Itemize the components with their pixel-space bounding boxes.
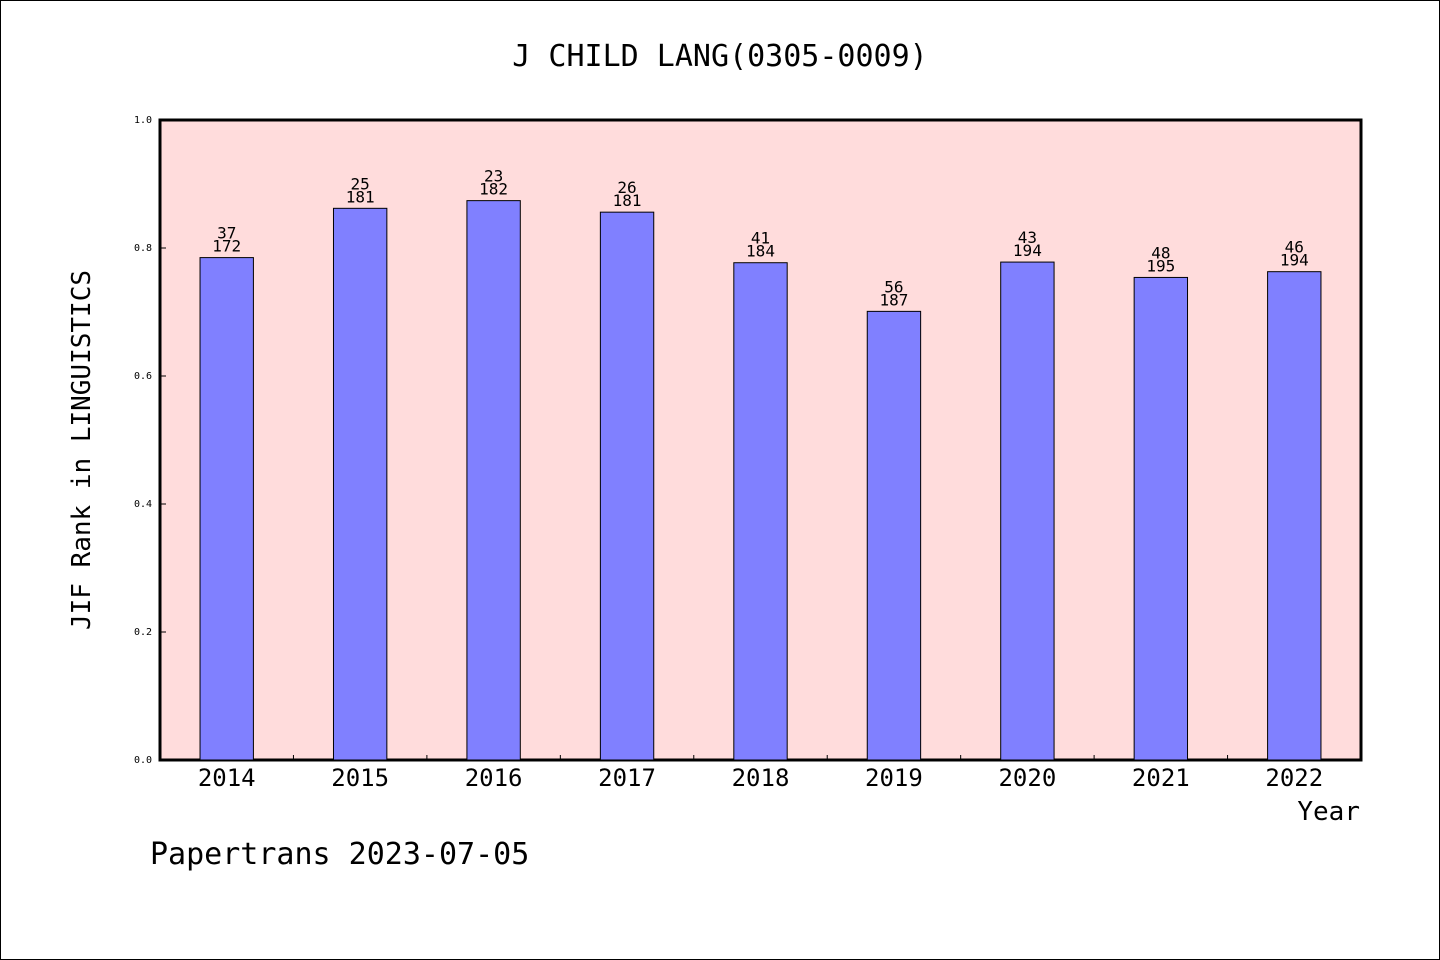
bar-total-label: 187 [879, 290, 908, 309]
bar-rank-label: 41 [751, 229, 770, 248]
x-axis-label: Year [1297, 797, 1360, 827]
bar-2020 [1000, 261, 1055, 761]
bar-rank-label: 43 [1018, 228, 1037, 247]
y-axis-ticks: 0.0 0.2 0.4 0.6 0.8 1.0 [134, 115, 166, 766]
bar-total-label: 181 [346, 187, 375, 206]
watermark-text: Papertrans 2023-07-05 [150, 837, 529, 872]
x-tick-label: 2018 [732, 764, 790, 792]
x-tick-label: 2020 [998, 764, 1056, 792]
bar-2015 [332, 207, 388, 761]
x-tick-label: 2021 [1132, 764, 1190, 792]
y-tick-label: 0.2 [134, 627, 152, 638]
y-tick-label: 0.4 [134, 499, 152, 510]
bar-rank-label: 46 [1285, 238, 1304, 257]
bar-rank-label: 37 [217, 224, 236, 243]
x-tick-label: 2017 [598, 764, 656, 792]
bar-total-label: 195 [1146, 256, 1175, 275]
x-axis-ticks: 2014 2015 2016 2017 2018 2019 2020 2021 2022 [198, 755, 1323, 792]
x-tick-label: 2019 [865, 764, 923, 792]
y-tick-label: 0.8 [134, 243, 152, 254]
bar-rank-label: 56 [884, 277, 903, 296]
bar-total-label: 181 [613, 191, 642, 210]
bar-2022 [1267, 271, 1322, 761]
bar-2014 [199, 257, 254, 761]
x-tick-label: 2015 [331, 764, 389, 792]
x-tick-label: 2014 [198, 764, 256, 792]
bar-total-label: 194 [1013, 241, 1042, 260]
bar-rank-label: 23 [484, 167, 503, 186]
bar-rank-label: 48 [1151, 243, 1170, 262]
x-tick-label: 2022 [1265, 764, 1323, 792]
bar-total-label: 182 [479, 180, 508, 199]
bar-total-label: 184 [746, 242, 775, 261]
bar-2021 [1133, 276, 1189, 761]
x-tick-label: 2016 [465, 764, 523, 792]
y-tick-label: 0.0 [134, 755, 152, 766]
y-tick-label: 0.6 [134, 371, 152, 382]
y-axis-label: JIF Rank in LINGUISTICS [67, 270, 97, 630]
chart-title: J CHILD LANG(0305-0009) [512, 39, 927, 74]
bar-rank-label: 25 [351, 174, 370, 193]
bar-total-label: 194 [1280, 251, 1309, 270]
bar-2017 [599, 211, 655, 761]
y-tick-label: 1.0 [134, 115, 152, 126]
bar-2016 [466, 200, 521, 761]
bar-2019 [866, 310, 922, 761]
bars [199, 200, 1322, 761]
bar-2018 [733, 262, 788, 761]
bar-rank-label: 26 [617, 178, 636, 197]
bar-total-label: 172 [212, 237, 241, 256]
